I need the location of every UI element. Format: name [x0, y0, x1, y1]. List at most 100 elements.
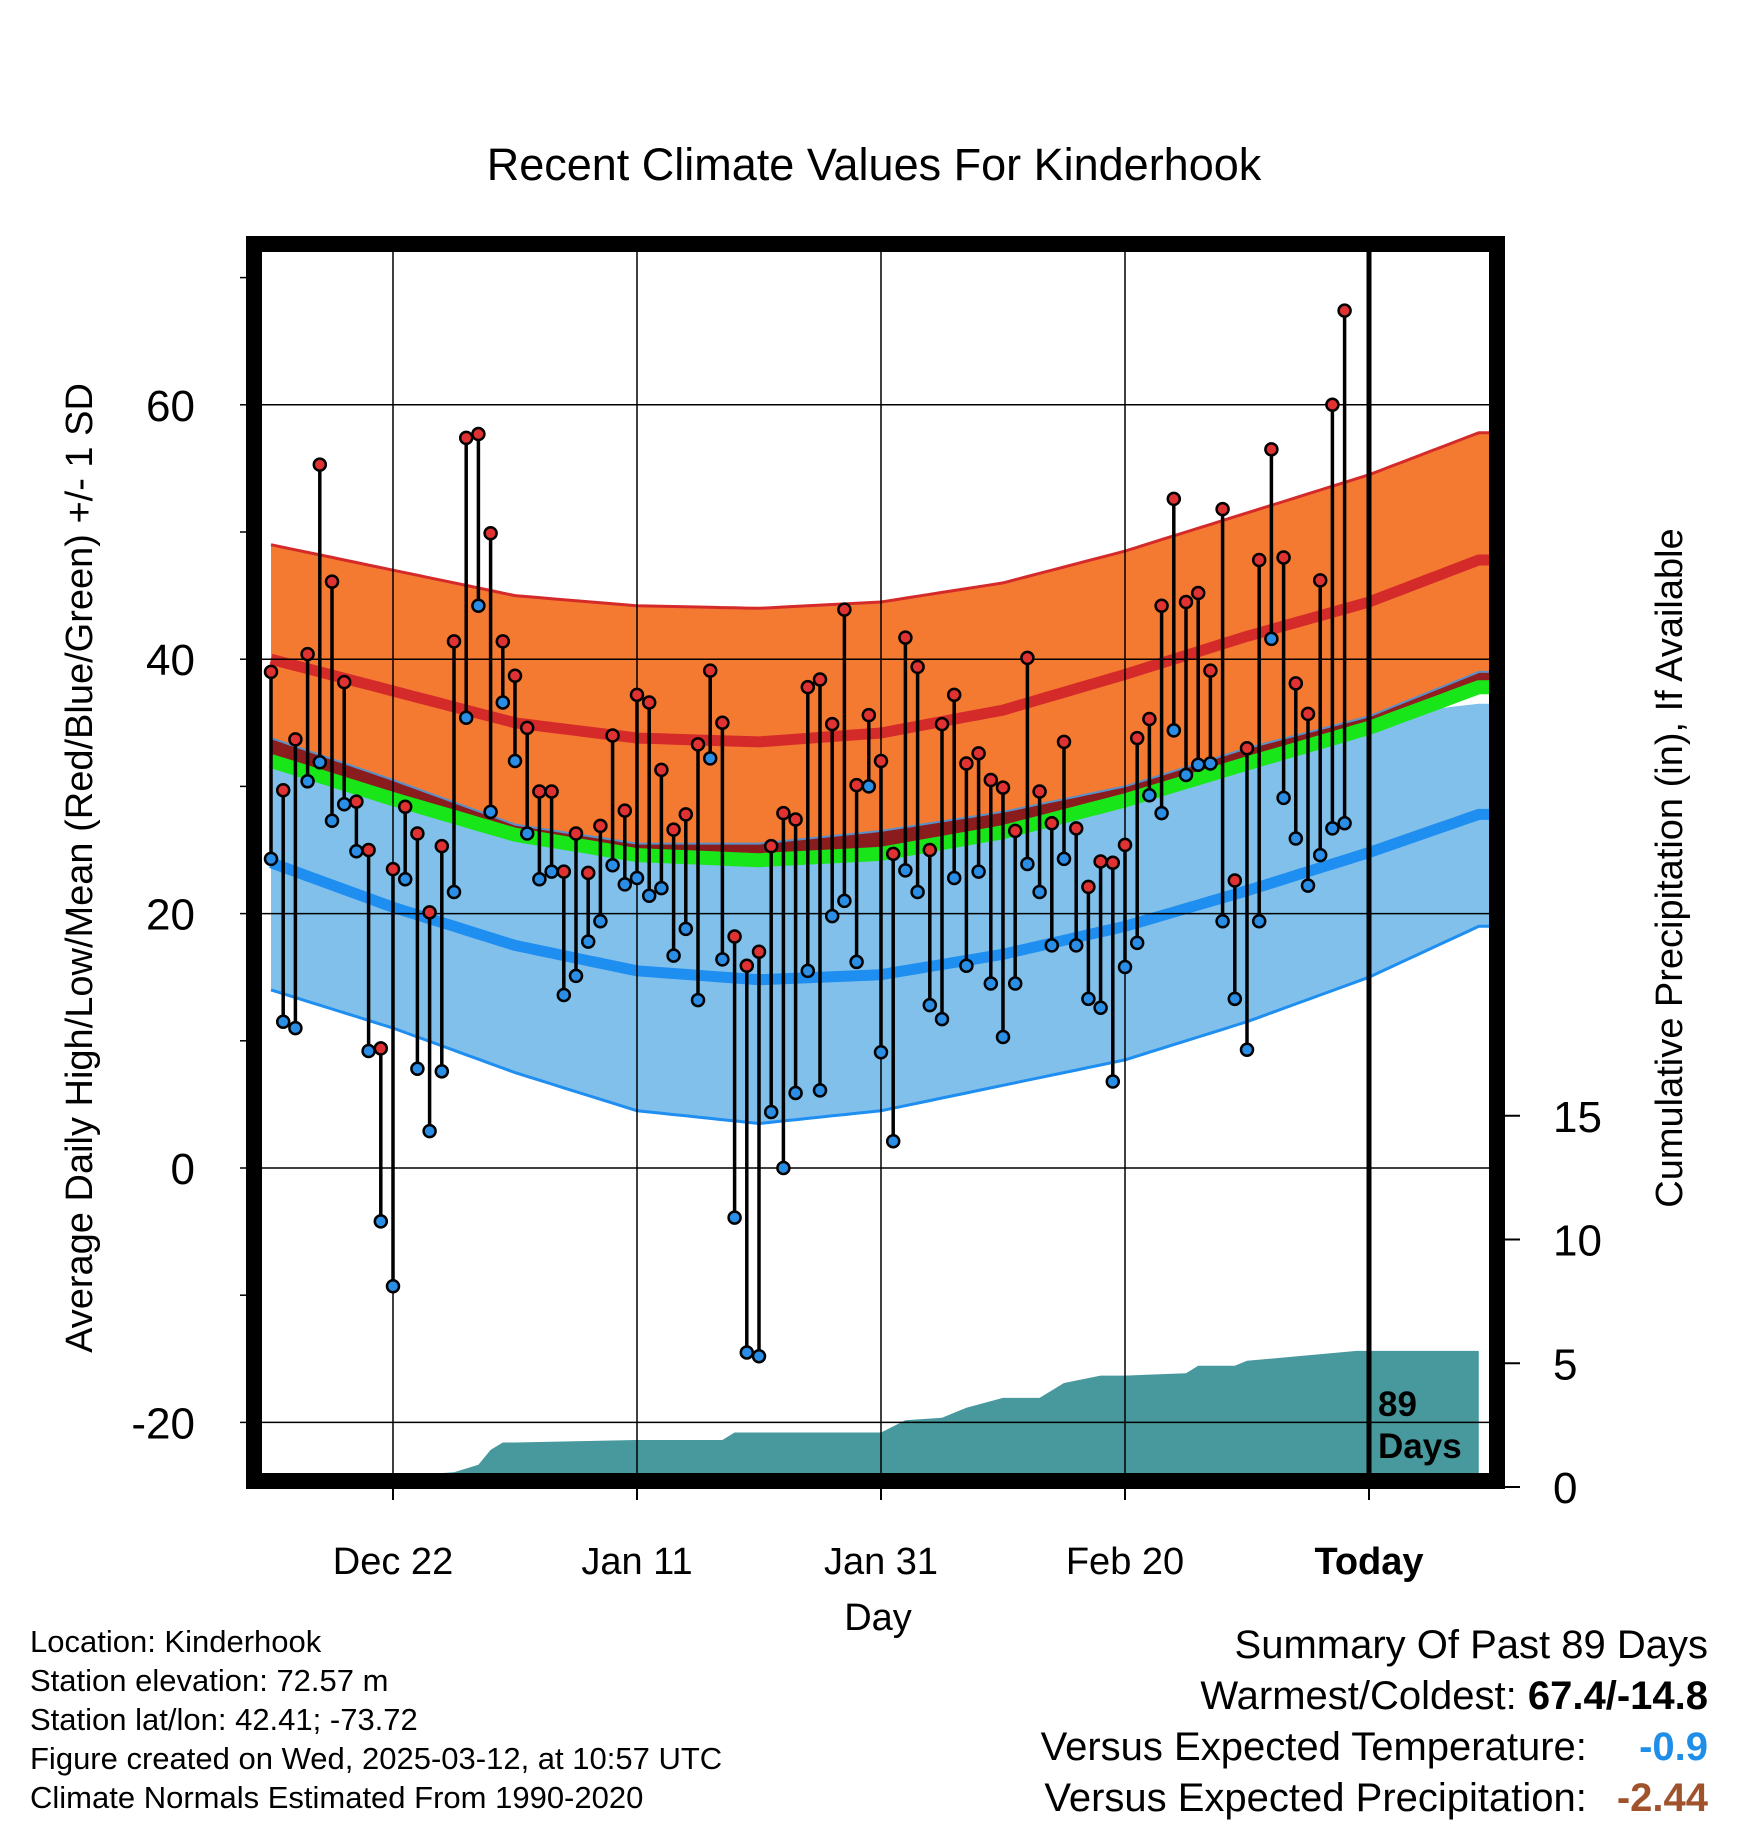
- y-tick-label-left: 0: [171, 1145, 195, 1194]
- daily-low-point: [471, 598, 486, 614]
- info-created: Figure created on Wed, 2025-03-12, at 10…: [30, 1741, 723, 1776]
- daily-low-point: [824, 908, 840, 924]
- daily-high-point: [861, 707, 877, 723]
- daily-low-point: [617, 877, 633, 892]
- y-axis-label-right: Cumulative Precipitation (in), If Availa…: [1649, 528, 1691, 1207]
- daily-high-point: [1129, 730, 1145, 746]
- daily-high-point: [885, 846, 901, 862]
- daily-low-point: [776, 1160, 791, 1176]
- daily-low-point: [1215, 913, 1230, 929]
- plot-frame: [246, 236, 1505, 1489]
- daily-high-point: [1044, 816, 1060, 831]
- daily-high-point: [1203, 663, 1218, 678]
- precip-area: [426, 1350, 1479, 1474]
- daily-low-point: [763, 1104, 779, 1120]
- daily-low-point: [654, 880, 669, 896]
- daily-low-point: [1203, 756, 1218, 771]
- daily-high-point: [385, 861, 401, 877]
- daily-high-point: [336, 674, 352, 690]
- x-tick-label: Jan 31: [824, 1541, 938, 1583]
- daily-low-point: [1105, 1074, 1121, 1089]
- daily-low-point: [1032, 884, 1047, 900]
- daily-low-point: [349, 844, 364, 859]
- daily-low-point: [641, 888, 657, 904]
- daily-low-point: [385, 1279, 401, 1294]
- daily-low-point: [1117, 959, 1133, 975]
- daily-high-point: [788, 812, 803, 827]
- y-axis-label-left: Average Daily High/Low/Mean (Red/Blue/Gr…: [59, 383, 101, 1353]
- daily-high-point: [983, 772, 999, 788]
- y-tick-label-right: 10: [1553, 1217, 1602, 1266]
- daily-high-point: [605, 728, 620, 743]
- daily-low-point: [946, 870, 962, 886]
- daily-high-point: [1190, 585, 1206, 601]
- daily-high-point: [1032, 784, 1047, 799]
- daily-low-point: [837, 893, 852, 909]
- daily-high-point: [1056, 734, 1072, 750]
- daily-low-point: [812, 1083, 828, 1098]
- daily-low-point: [495, 695, 511, 710]
- daily-high-point: [910, 659, 925, 675]
- daily-high-point: [556, 864, 572, 879]
- daily-high-point: [800, 679, 816, 695]
- daily-low-point: [1276, 790, 1291, 806]
- daily-high-point: [1215, 501, 1230, 517]
- daily-high-point: [1251, 552, 1267, 568]
- daily-high-point: [458, 430, 474, 446]
- y-tick-label-right: 0: [1553, 1464, 1577, 1513]
- daily-high-point: [1264, 442, 1279, 457]
- daily-low-point: [568, 968, 584, 984]
- daily-low-point: [922, 997, 938, 1013]
- daily-high-point: [1276, 550, 1291, 565]
- x-axis-label: Day: [844, 1597, 912, 1639]
- daily-high-point: [434, 838, 450, 854]
- daily-low-point: [1337, 816, 1352, 831]
- info-location: Location: Kinderhook: [30, 1624, 322, 1659]
- daily-high-point: [678, 807, 694, 822]
- daily-high-point: [1300, 706, 1316, 722]
- daily-low-point: [690, 992, 706, 1008]
- daily-high-point: [776, 805, 791, 821]
- daily-high-point: [1020, 650, 1035, 666]
- daily-high-point: [593, 818, 608, 834]
- daily-high-point: [300, 646, 315, 662]
- station-info: Location: Kinderhook Station elevation: …: [30, 1622, 722, 1817]
- info-normals: Climate Normals Estimated From 1990-2020: [30, 1780, 644, 1815]
- daily-high-point: [837, 602, 852, 617]
- daily-high-point: [1007, 823, 1023, 839]
- daily-low-point: [288, 1020, 303, 1036]
- summary-temp-value: -0.9: [1639, 1725, 1708, 1769]
- daily-low-point: [885, 1134, 901, 1149]
- daily-high-point: [519, 720, 535, 736]
- daily-low-point: [605, 858, 620, 873]
- summary-heading: Summary Of Past 89 Days: [1234, 1623, 1708, 1667]
- daily-high-point: [1288, 676, 1304, 691]
- daily-low-point: [1239, 1042, 1255, 1057]
- daily-high-point: [1239, 740, 1255, 756]
- daily-high-point: [1105, 855, 1121, 870]
- summary-precip-value: -2.44: [1616, 1776, 1708, 1820]
- daily-low-point: [361, 1043, 376, 1059]
- y-tick-label-left: 40: [146, 636, 195, 685]
- daily-high-point: [1068, 821, 1084, 836]
- daily-high-point: [1325, 397, 1340, 413]
- daily-low-point: [934, 1011, 950, 1027]
- summary-precip-label: Versus Expected Precipitation:: [1044, 1776, 1587, 1820]
- daily-high-point: [373, 1041, 389, 1056]
- daily-high-point: [739, 958, 755, 974]
- daily-high-point: [995, 780, 1011, 795]
- summary-panel: Summary Of Past 89 Days Warmest/Coldest:…: [808, 1620, 1708, 1824]
- daily-high-point: [702, 663, 718, 678]
- daily-high-point: [654, 762, 669, 778]
- daily-low-point: [1142, 788, 1157, 803]
- daily-low-point: [1129, 935, 1145, 951]
- daily-low-point: [1325, 821, 1340, 836]
- daily-high-point: [641, 695, 657, 710]
- daily-low-point: [397, 872, 413, 887]
- daily-high-point: [715, 715, 730, 731]
- daily-high-point: [1178, 594, 1194, 610]
- daily-low-point: [593, 913, 608, 929]
- daily-low-point: [263, 851, 279, 867]
- daily-high-point: [312, 457, 328, 472]
- summary-warm-cold-value: 67.4/-14.8: [1527, 1674, 1708, 1718]
